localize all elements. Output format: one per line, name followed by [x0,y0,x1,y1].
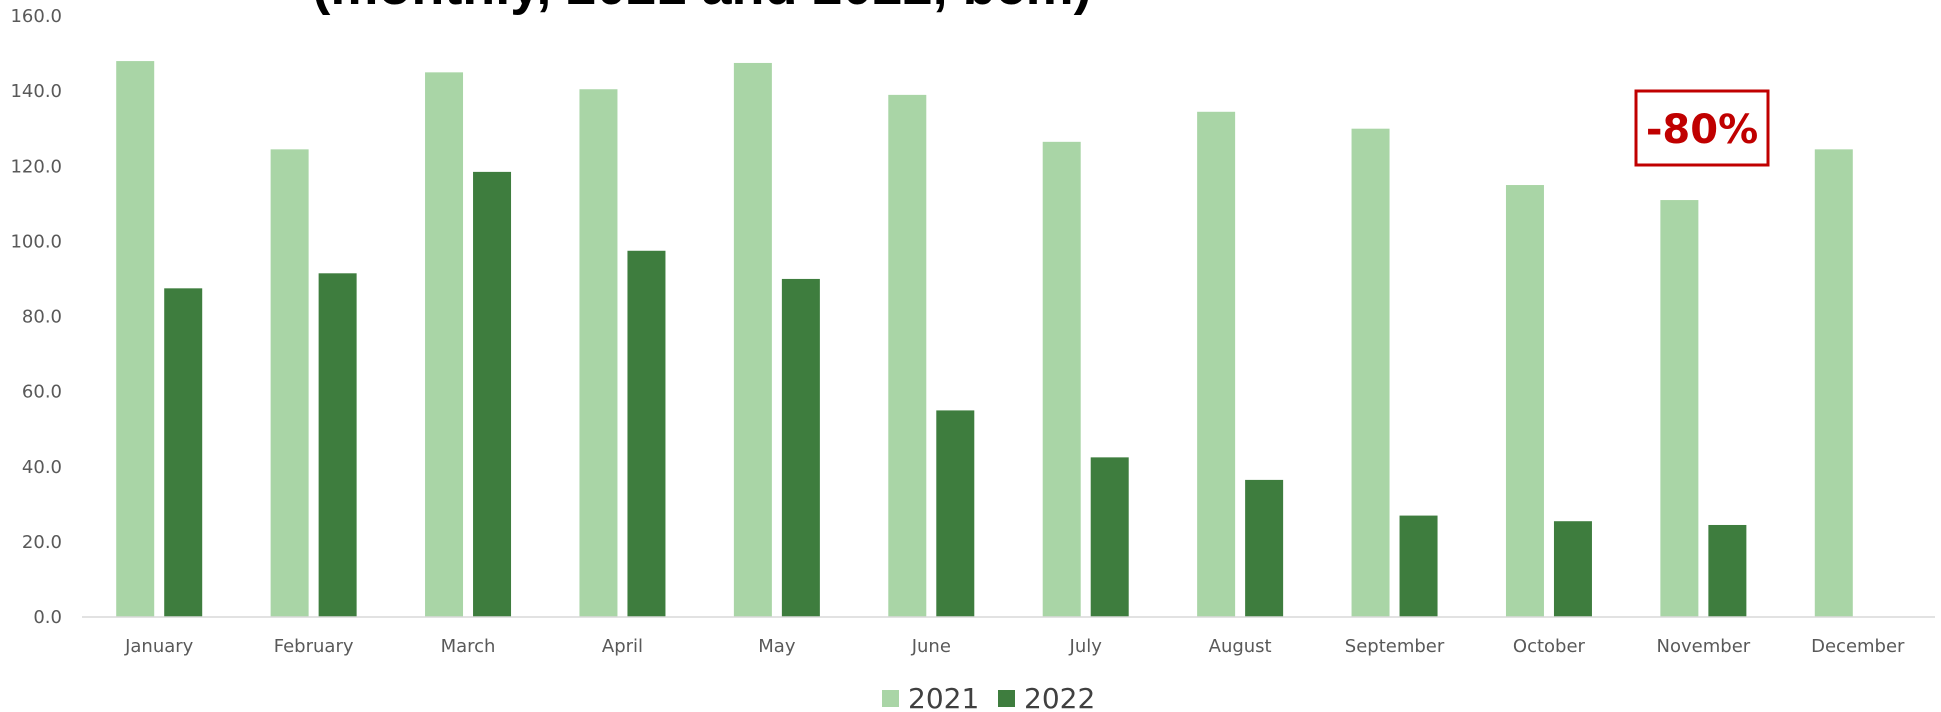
y-tick-label: 0.0 [33,607,62,628]
bar-2021-november [1660,200,1699,617]
x-tick-label: November [1657,636,1751,657]
bar-2021-june [888,94,927,618]
x-tick-label: May [758,636,796,657]
x-tick-label: July [1069,636,1103,657]
y-tick-label: 60.0 [22,382,62,403]
x-tick-label: April [602,636,643,657]
y-tick-label: 40.0 [22,457,62,478]
x-tick-label: September [1345,636,1445,657]
legend-label: 2021 [908,682,979,712]
bar-2021-april [579,89,618,617]
x-tick-label: January [124,636,194,657]
bar-2022-september [1399,515,1438,617]
bar-2022-october [1553,521,1592,617]
bar-2022-november [1708,524,1747,617]
bar-2021-february [270,149,309,618]
y-tick-label: 120.0 [10,156,62,177]
chart-title: (monthly, 2021 and 2022, bcm) [312,0,1091,16]
bar-2022-february [318,273,357,617]
bar-2021-july [1042,141,1081,617]
bar-2022-july [1090,457,1129,617]
x-tick-label: June [911,636,951,657]
bar-2021-september [1351,128,1390,617]
bar-2021-march [425,72,464,617]
legend-label: 2022 [1024,682,1095,712]
bar-2022-january [164,288,203,617]
x-tick-label: March [441,636,496,657]
y-tick-label: 160.0 [10,6,62,27]
bar-2022-may [781,278,820,617]
legend-swatch-2021 [882,690,899,707]
bar-2021-october [1505,185,1544,617]
y-tick-label: 20.0 [22,532,62,553]
annotation-text: -80% [1646,107,1758,153]
bar-2022-august [1245,479,1284,617]
y-tick-label: 100.0 [10,231,62,252]
bar-2022-april [627,250,666,617]
bar-2021-december [1814,149,1853,618]
legend-swatch-2022 [998,690,1015,707]
y-tick-label: 140.0 [10,81,62,102]
bar-2021-january [116,61,155,617]
bar-2022-june [936,410,975,617]
bar-2021-august [1197,111,1236,618]
y-tick-label: 80.0 [22,307,62,328]
x-tick-label: February [274,636,354,657]
x-tick-label: August [1209,636,1272,657]
bar-2022-march [473,171,512,617]
bar-2021-may [733,62,772,617]
x-tick-label: December [1811,636,1905,657]
annotation-box [1634,89,1770,167]
x-tick-label: October [1513,636,1586,657]
